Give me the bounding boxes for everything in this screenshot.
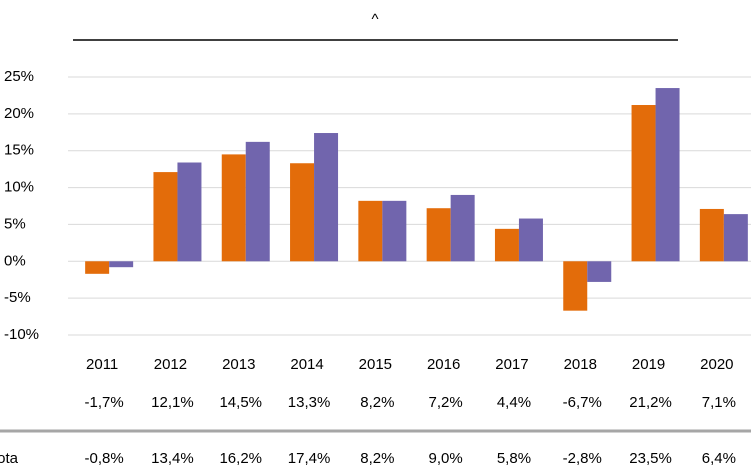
value-label: 13,4% bbox=[151, 450, 194, 466]
bar bbox=[563, 261, 588, 311]
bar bbox=[245, 141, 270, 262]
x-tick-label: 2019 bbox=[632, 356, 665, 373]
value-label: -0,8% bbox=[85, 450, 124, 466]
bar bbox=[631, 105, 656, 262]
x-tick-label: 2018 bbox=[564, 356, 597, 373]
bar bbox=[153, 172, 178, 262]
value-label: 4,4% bbox=[497, 394, 531, 411]
bar bbox=[85, 261, 110, 274]
value-label: 7,2% bbox=[429, 394, 463, 411]
bar bbox=[494, 228, 519, 262]
y-tick-label: 10% bbox=[4, 179, 34, 196]
x-tick-label: 2012 bbox=[154, 356, 187, 373]
x-tick-label: 2017 bbox=[495, 356, 528, 373]
bar bbox=[290, 163, 315, 262]
bar bbox=[382, 200, 407, 262]
value-label: 17,4% bbox=[288, 450, 331, 466]
value-label: 5,8% bbox=[497, 450, 531, 466]
bar bbox=[587, 261, 612, 282]
x-tick-label: 2014 bbox=[290, 356, 323, 373]
value-label: 8,2% bbox=[360, 450, 394, 466]
value-label: -1,7% bbox=[85, 394, 124, 411]
x-tick-label: 2011 bbox=[86, 356, 118, 373]
bar bbox=[426, 208, 451, 262]
bar bbox=[723, 214, 748, 262]
bar bbox=[358, 200, 383, 262]
value-label: 6,4% bbox=[702, 450, 736, 466]
y-tick-label: 0% bbox=[4, 252, 26, 269]
legend-label: ota bbox=[0, 450, 19, 466]
value-label: 23,5% bbox=[629, 450, 672, 466]
x-tick-label: 2020 bbox=[700, 356, 733, 373]
value-label: 8,2% bbox=[360, 394, 394, 411]
y-tick-label: -5% bbox=[4, 289, 31, 306]
x-tick-label: 2015 bbox=[359, 356, 392, 373]
bar bbox=[177, 162, 202, 262]
value-label: 16,2% bbox=[219, 450, 262, 466]
bar bbox=[221, 154, 246, 262]
x-tick-label: 2013 bbox=[222, 356, 255, 373]
y-tick-label: 25% bbox=[4, 68, 34, 85]
value-label: -2,8% bbox=[563, 450, 602, 466]
bar bbox=[450, 194, 475, 262]
chart-title: ^ bbox=[371, 11, 378, 28]
value-label: 7,1% bbox=[702, 394, 736, 411]
value-label: 13,3% bbox=[288, 394, 331, 411]
x-tick-label: 2016 bbox=[427, 356, 460, 373]
bar bbox=[314, 133, 339, 262]
y-tick-label: -10% bbox=[4, 326, 39, 343]
value-label: 9,0% bbox=[429, 450, 463, 466]
y-tick-label: 20% bbox=[4, 105, 34, 122]
value-label: 21,2% bbox=[629, 394, 672, 411]
value-label: -6,7% bbox=[563, 394, 602, 411]
value-label: 12,1% bbox=[151, 394, 194, 411]
bar bbox=[109, 261, 134, 268]
value-label: 14,5% bbox=[219, 394, 262, 411]
bar bbox=[699, 208, 724, 262]
bar bbox=[518, 218, 543, 262]
y-tick-label: 5% bbox=[4, 215, 26, 232]
y-tick-label: 15% bbox=[4, 142, 34, 159]
bar bbox=[655, 88, 680, 262]
